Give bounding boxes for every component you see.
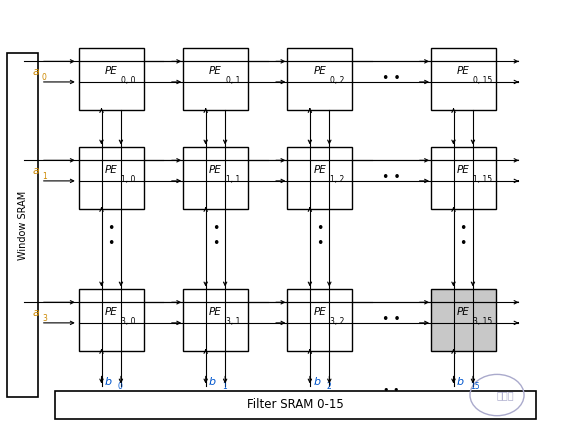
Text: • •: • • (382, 171, 401, 184)
Text: PE: PE (105, 66, 118, 76)
Text: 3, 0: 3, 0 (121, 317, 136, 326)
Text: PE: PE (209, 66, 222, 76)
Text: Window SRAM: Window SRAM (18, 191, 28, 260)
Text: PE: PE (313, 307, 326, 317)
FancyBboxPatch shape (431, 147, 496, 209)
Text: 3: 3 (42, 314, 47, 323)
FancyBboxPatch shape (287, 48, 352, 110)
Text: 3, 1: 3, 1 (226, 317, 240, 326)
FancyBboxPatch shape (431, 288, 496, 351)
Text: 2: 2 (327, 382, 331, 391)
Text: PE: PE (457, 307, 470, 317)
Text: •
•: • • (212, 222, 219, 250)
Text: 3, 2: 3, 2 (330, 317, 344, 326)
Text: PE: PE (105, 307, 118, 317)
FancyBboxPatch shape (79, 288, 144, 351)
Text: a: a (33, 308, 40, 318)
FancyBboxPatch shape (183, 48, 248, 110)
Text: PE: PE (313, 66, 326, 76)
Text: b: b (313, 377, 320, 387)
Text: 0, 0: 0, 0 (121, 77, 136, 85)
FancyBboxPatch shape (79, 147, 144, 209)
Text: • •: • • (382, 72, 401, 85)
Text: b: b (105, 377, 112, 387)
Text: Filter SRAM 0-15: Filter SRAM 0-15 (247, 398, 344, 411)
FancyBboxPatch shape (55, 391, 537, 419)
Text: 3, 15: 3, 15 (473, 317, 492, 326)
Text: 1, 1: 1, 1 (226, 175, 240, 184)
Text: a: a (33, 68, 40, 78)
Text: 0, 1: 0, 1 (226, 77, 240, 85)
Text: PE: PE (457, 165, 470, 175)
Text: 15: 15 (470, 382, 479, 391)
FancyBboxPatch shape (287, 147, 352, 209)
Text: • •: • • (382, 313, 401, 326)
Text: b: b (209, 377, 216, 387)
Text: PE: PE (209, 307, 222, 317)
Text: •
•: • • (316, 222, 323, 250)
Text: 0, 2: 0, 2 (330, 77, 344, 85)
FancyBboxPatch shape (183, 288, 248, 351)
FancyBboxPatch shape (431, 48, 496, 110)
FancyBboxPatch shape (287, 288, 352, 351)
FancyBboxPatch shape (183, 147, 248, 209)
Text: 1, 0: 1, 0 (121, 175, 136, 184)
Text: b: b (457, 377, 464, 387)
Text: 0: 0 (118, 382, 123, 391)
Text: a: a (33, 166, 40, 176)
Text: PE: PE (209, 165, 222, 175)
Text: PE: PE (313, 165, 326, 175)
Text: PE: PE (457, 66, 470, 76)
FancyBboxPatch shape (79, 48, 144, 110)
Text: 1: 1 (222, 382, 227, 391)
Text: •
•: • • (108, 222, 115, 250)
Text: 0: 0 (42, 73, 47, 82)
Text: 1: 1 (42, 172, 46, 181)
Text: 0, 15: 0, 15 (473, 77, 492, 85)
Text: • •: • • (383, 385, 400, 395)
Text: 1, 15: 1, 15 (473, 175, 492, 184)
Text: 1, 2: 1, 2 (330, 175, 344, 184)
Text: •
•: • • (460, 222, 467, 250)
Text: 日月辰: 日月辰 (496, 390, 514, 400)
Text: PE: PE (105, 165, 118, 175)
FancyBboxPatch shape (7, 53, 38, 397)
